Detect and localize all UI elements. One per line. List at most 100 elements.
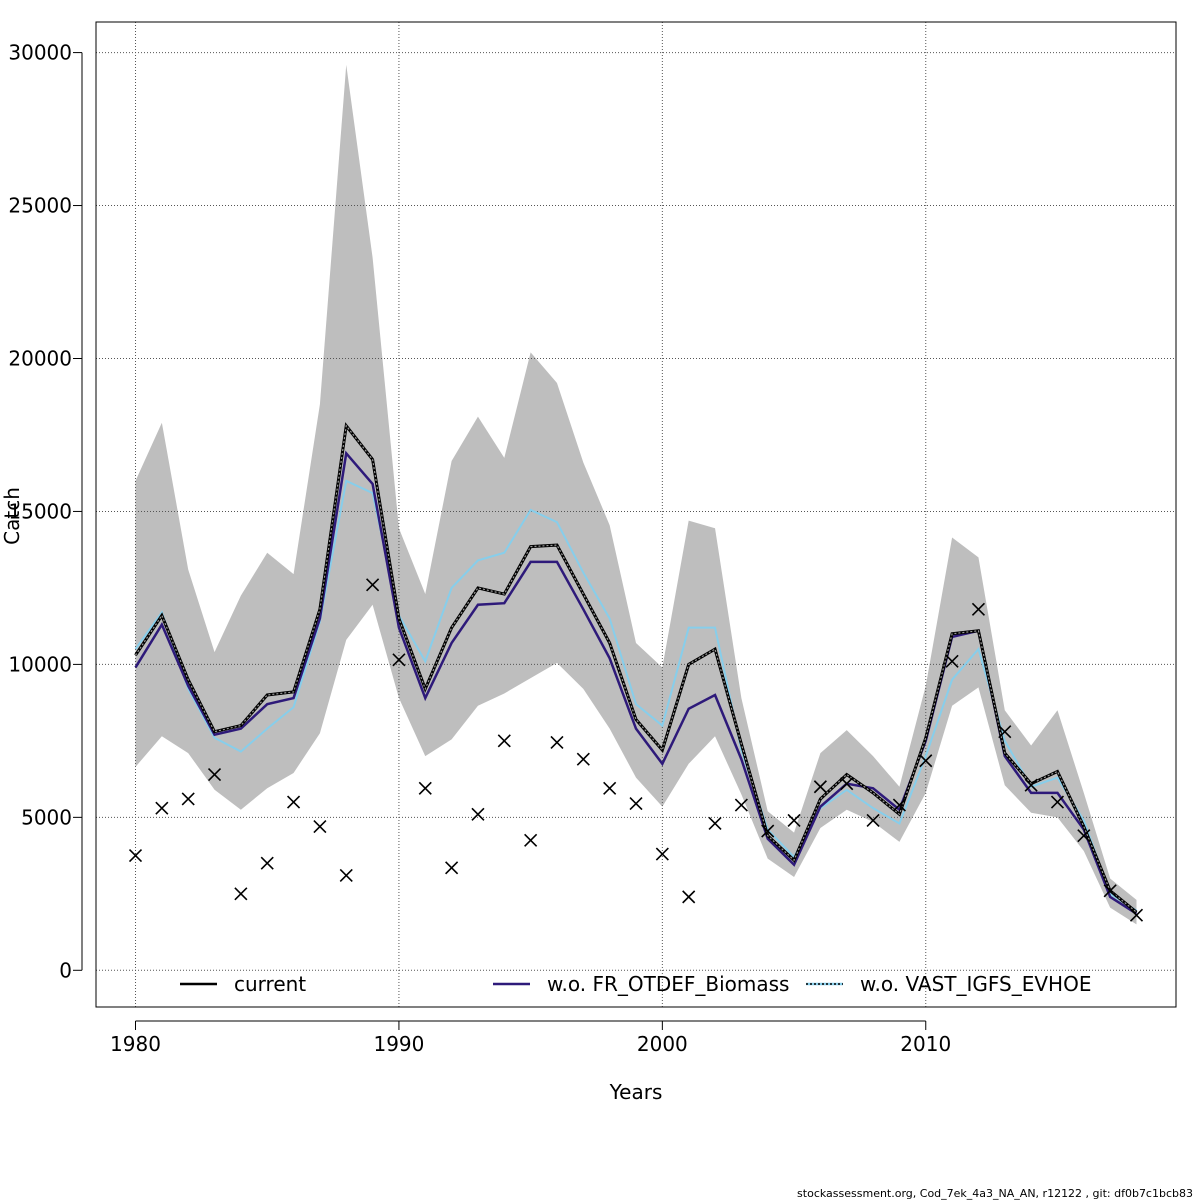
observation-point [339, 868, 353, 883]
legend-label: w.o. VAST_IGFS_EVHOE [860, 972, 1091, 996]
grid-layer [96, 22, 1176, 1007]
observation-stroke [181, 792, 195, 806]
observation-stroke [787, 813, 801, 827]
observation-point [813, 780, 827, 794]
observation-point [629, 797, 643, 811]
legend: current w.o. FR_OTDEF_Biomass w.o. VAST_IG… [180, 972, 1091, 996]
observation-stroke [576, 752, 590, 766]
observation-point [998, 725, 1012, 739]
y-tick-label: 30000 [8, 41, 72, 65]
observation-point [445, 861, 459, 875]
observation-point [866, 813, 880, 827]
observation-stroke [998, 725, 1012, 739]
observation-stroke [1129, 908, 1144, 922]
observation-stroke [945, 654, 959, 668]
observation-stroke [1103, 884, 1117, 898]
observation-point [286, 795, 301, 809]
observation-points-layer [128, 578, 1144, 922]
series-lines-layer [134, 422, 1138, 915]
axis-layer: 1980 1990 2000 2010 0 5000 10000 15000 20000 2500… [8, 41, 951, 1056]
observation-stroke [682, 890, 696, 904]
observation-stroke [655, 847, 669, 861]
x-tick-label: 2000 [637, 1032, 688, 1056]
observation-point [524, 833, 538, 847]
observation-point [207, 767, 222, 782]
observation-stroke [1077, 829, 1091, 843]
observation-point [392, 653, 406, 667]
observation-stroke [497, 734, 511, 748]
y-tick-label: 0 [59, 958, 72, 982]
observation-stroke [550, 735, 564, 749]
observation-point [1129, 908, 1144, 922]
observation-stroke [260, 856, 274, 870]
observation-stroke [313, 819, 327, 834]
observation-stroke [840, 777, 854, 791]
plot-frame [95, 21, 1177, 1008]
observation-stroke [471, 807, 485, 821]
observation-stroke [339, 868, 353, 883]
observation-point [234, 887, 248, 901]
observation-point [1050, 795, 1065, 809]
observation-point [1077, 829, 1091, 843]
legend-item-fr-otdef-biomass: w.o. FR_OTDEF_Biomass [493, 972, 789, 996]
observation-point [787, 813, 801, 827]
legend-label: w.o. FR_OTDEF_Biomass [547, 972, 789, 996]
observation-stroke [708, 816, 722, 831]
confidence-band [135, 64, 1137, 925]
y-axis-title: Catch [0, 487, 24, 545]
observation-point [313, 819, 327, 834]
x-axis-title: Years [609, 1080, 663, 1104]
observation-stroke [813, 780, 827, 794]
observation-point [155, 801, 169, 815]
observation-point [682, 890, 696, 904]
legend-item-current: current [180, 972, 306, 996]
observation-point [471, 807, 485, 821]
observation-stroke [761, 824, 775, 838]
observation-stroke [234, 887, 248, 901]
observation-stroke [892, 798, 906, 812]
observation-point [1024, 778, 1038, 792]
observation-point [550, 735, 564, 749]
observation-stroke [1050, 795, 1065, 809]
observation-stroke [128, 849, 143, 863]
observation-point [655, 847, 669, 861]
observation-stroke [734, 798, 748, 812]
observation-point [840, 777, 854, 791]
observation-stroke [366, 578, 380, 592]
observation-point [128, 849, 143, 863]
y-tick-label: 10000 [8, 652, 72, 676]
legend-item-vast-igfs-evhoe: w.o. VAST_IGFS_EVHOE [806, 972, 1091, 996]
y-tick-label: 25000 [8, 194, 72, 218]
observation-stroke [629, 797, 643, 811]
footer-text: stockassessment.org, Cod_7ek_4a3_NA_AN, … [797, 1187, 1193, 1200]
x-tick-label: 2010 [900, 1032, 951, 1056]
observation-stroke [445, 861, 459, 875]
observation-point [971, 602, 986, 616]
observation-stroke [418, 781, 432, 795]
x-tick-label: 1980 [110, 1032, 161, 1056]
observation-stroke [971, 602, 986, 616]
observation-stroke [524, 833, 538, 847]
observation-point [497, 734, 511, 748]
observation-point [761, 824, 775, 838]
observation-stroke [919, 754, 933, 768]
observation-point [708, 816, 722, 831]
y-tick-label: 5000 [21, 805, 72, 829]
observation-point [576, 752, 590, 766]
observation-point [418, 781, 432, 795]
observation-stroke [866, 813, 880, 827]
observation-point [1103, 884, 1117, 898]
observation-stroke [603, 781, 617, 795]
observation-point [892, 798, 906, 812]
observation-stroke [1024, 778, 1038, 792]
series-line-current [134, 422, 1138, 914]
observation-stroke [392, 653, 406, 667]
observation-point [603, 781, 617, 795]
y-tick-label: 15000 [8, 499, 72, 523]
confidence-band-layer [135, 64, 1137, 925]
x-tick-label: 1990 [373, 1032, 424, 1056]
observation-point [366, 578, 380, 592]
observation-stroke [207, 767, 222, 782]
observation-point [734, 798, 748, 812]
